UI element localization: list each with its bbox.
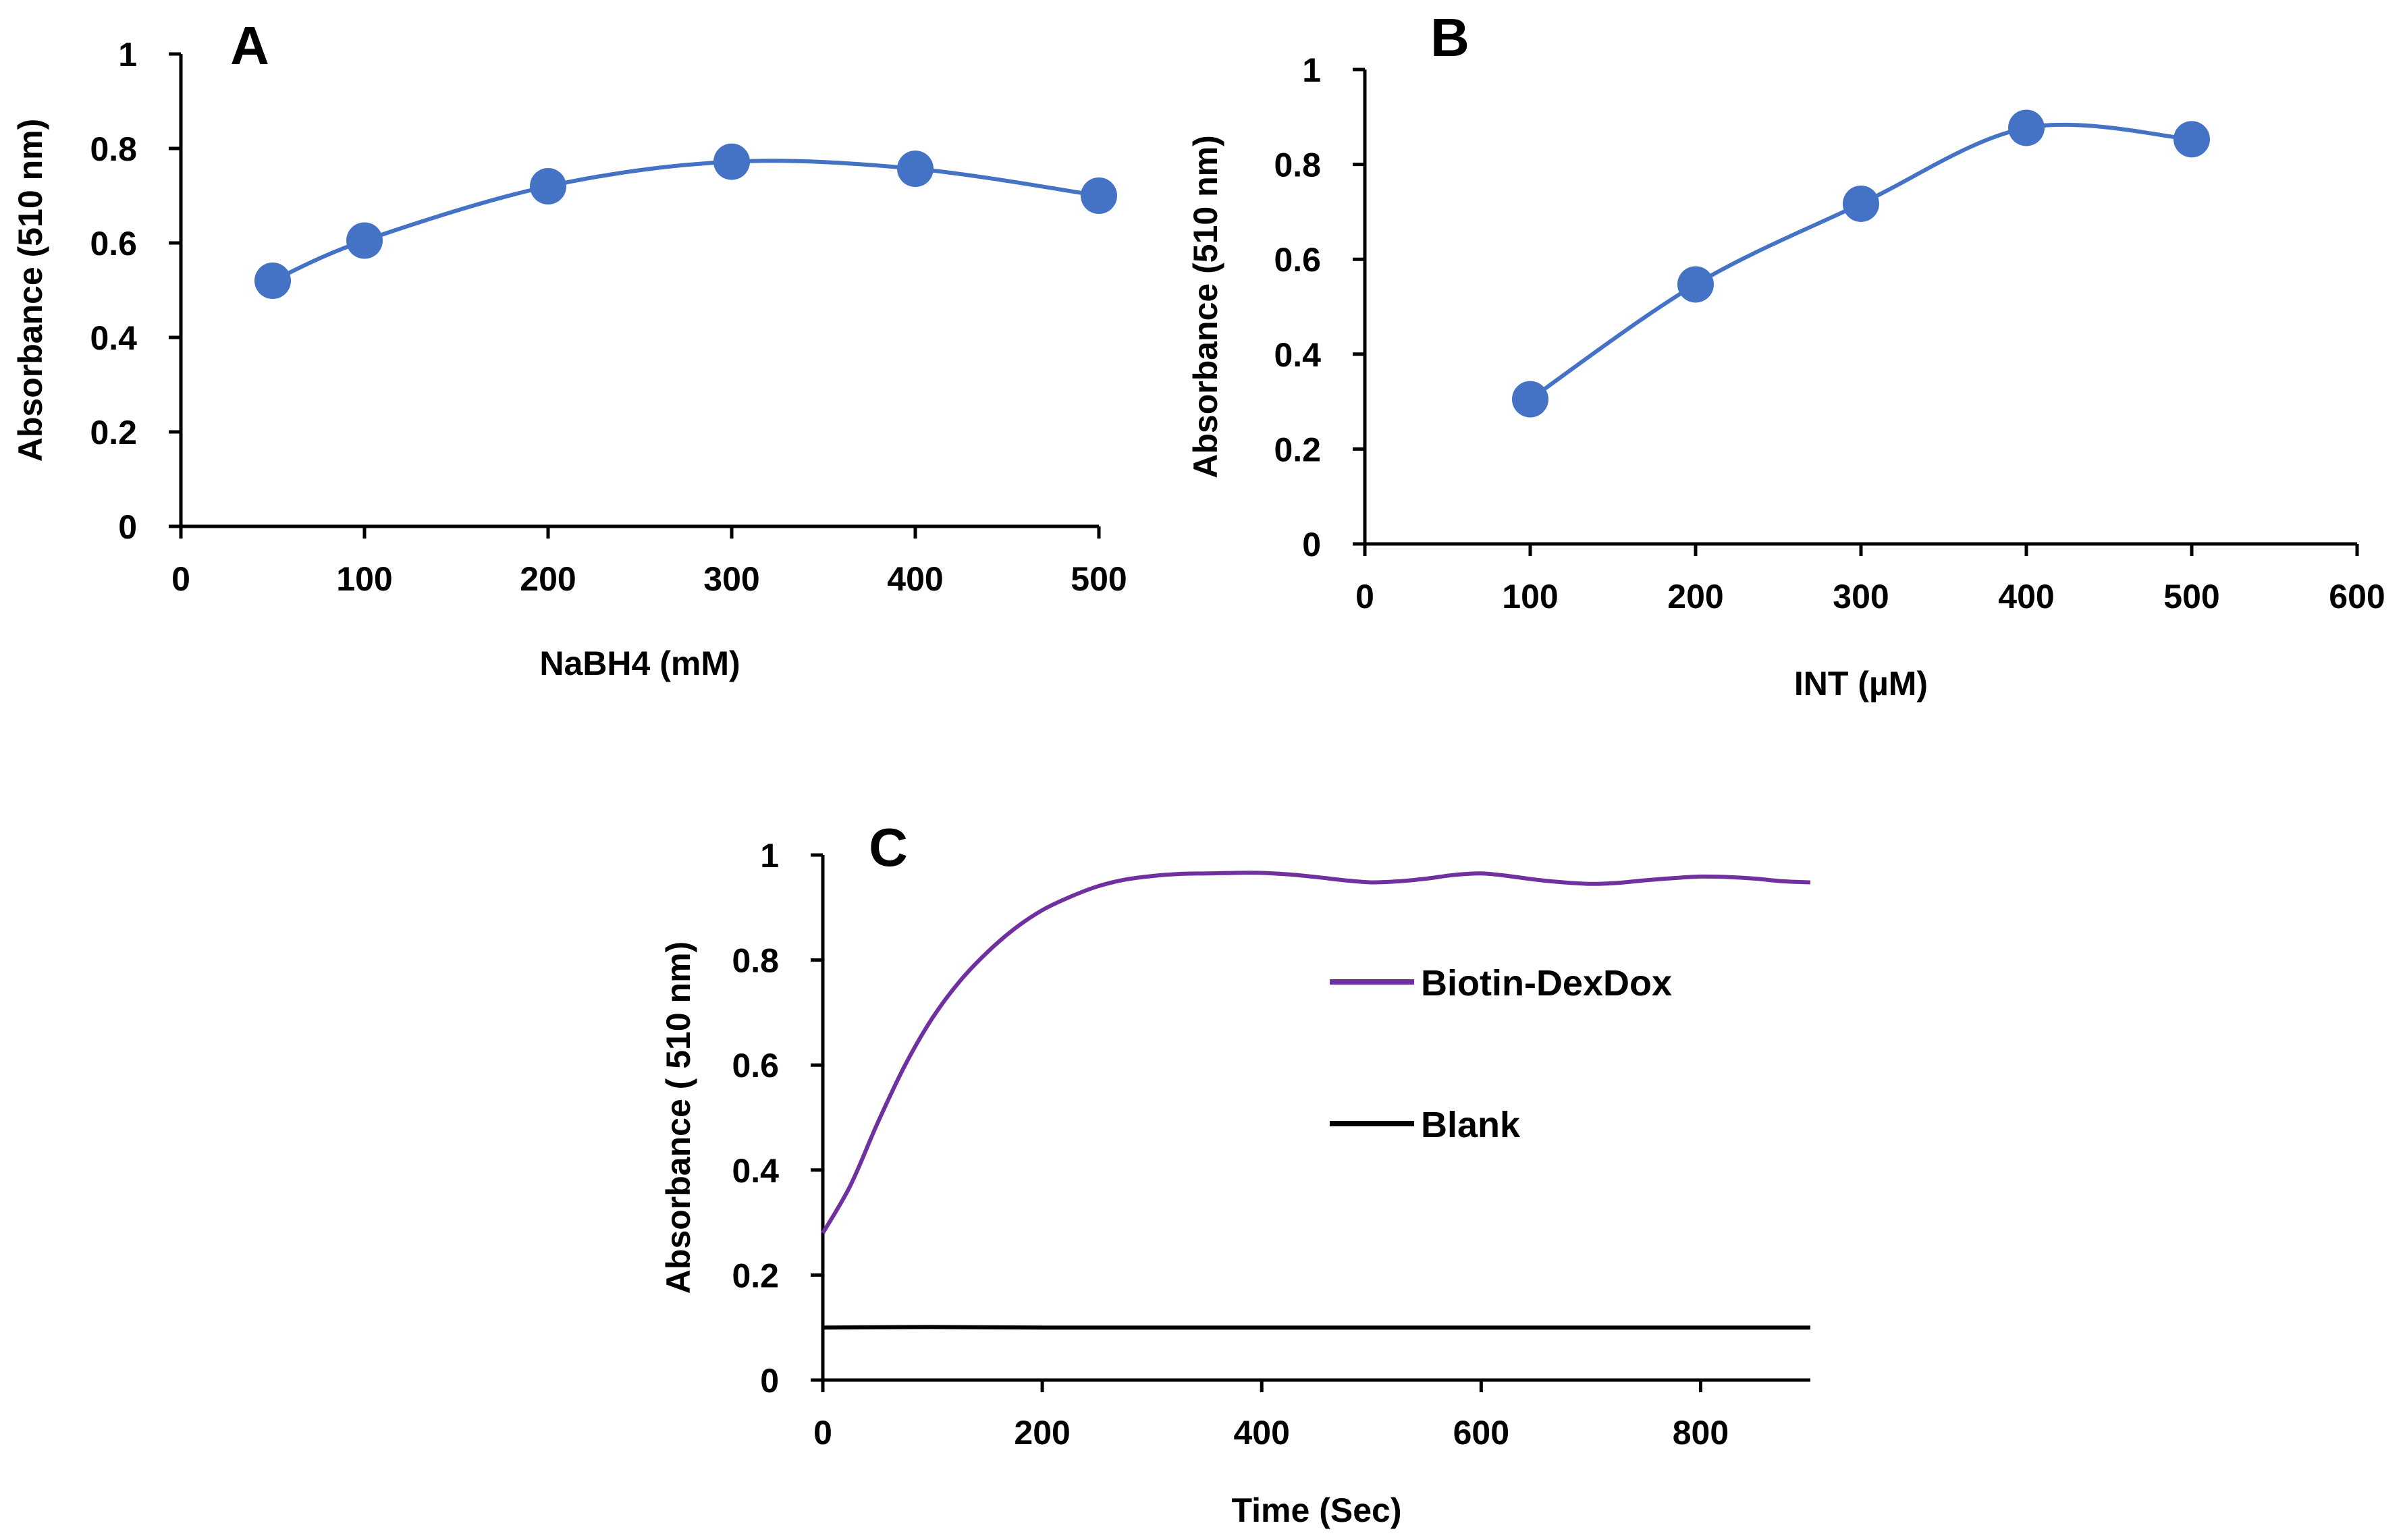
data-point [1677,266,1714,303]
x-tick-label: 300 [1833,578,1889,615]
legend-entry: Biotin-DexDox [1421,963,1672,1003]
y-tick-label: 0.6 [1274,241,1321,279]
y-tick-label: 0.4 [90,319,137,357]
x-tick-label: 500 [1071,560,1127,598]
y-tick-label: 0 [1302,526,1321,563]
y-tick-label: 0.2 [1274,431,1321,468]
x-tick-label: 200 [1014,1414,1070,1452]
y-tick-label: 1 [118,36,137,74]
x-axis-title: NaBH4 (mM) [539,644,740,682]
series-line [821,871,1811,1234]
x-tick-label: 600 [1453,1414,1509,1452]
y-axis-title: Absorbance ( 510 nm) [659,941,697,1294]
y-tick-label: 0.4 [1274,336,1321,374]
chart-panel-b: 0 0.2 0.4 0.6 0.8 1 0 100 200 300 400 500 600 INT (µM… [1187,7,2385,703]
y-tick-label: 0.6 [90,225,137,263]
y-tick-label: 0.8 [1274,146,1321,184]
y-tick-label: 1 [1302,51,1321,89]
data-point [346,222,383,259]
y-tick-label: 0.8 [90,130,137,168]
data-point [254,263,291,299]
data-point [2008,109,2045,146]
y-tick-label: 0 [118,508,137,546]
x-axis-title: INT (µM) [1794,665,1928,703]
panel-label: B [1430,7,1469,67]
x-tick-label: 100 [1502,578,1558,615]
data-point [1081,177,1117,214]
x-tick-label: 0 [813,1414,832,1452]
y-axis-title: Absorbance (510 nm) [1187,135,1224,478]
x-tick-label: 100 [336,560,392,598]
data-point [1512,381,1548,418]
y-tick-label: 0.8 [732,942,779,980]
x-tick-label: 0 [1355,578,1374,615]
x-tick-label: 0 [171,560,190,598]
panel-label: C [869,817,908,877]
y-tick-label: 0.2 [732,1257,779,1294]
x-tick-label: 500 [2163,578,2219,615]
panel-label: A [230,16,269,76]
y-tick-label: 0.4 [732,1152,779,1190]
y-axis-title: Absorbance (510 nm) [11,119,49,462]
legend-entry: Blank [1421,1105,1521,1145]
x-axis-title: Time (Sec) [1232,1491,1402,1529]
x-tick-label: 200 [520,560,576,598]
x-tick-label: 800 [1673,1414,1729,1452]
x-tick-label: 400 [1998,578,2054,615]
data-point [713,143,750,180]
y-tick-label: 0 [760,1362,779,1400]
data-point [897,150,934,188]
chart-panel-a: 0 0.2 0.4 0.6 0.8 1 0 100 200 300 400 500 NaBH4 (mM)… [11,16,1127,682]
data-point [1843,185,1879,222]
chart-panel-c: 0 0.2 0.4 0.6 0.8 1 0 200 400 600 800 Time (Sec) Abs… [659,817,1811,1529]
series-line [271,159,1100,283]
x-tick-label: 400 [887,560,943,598]
data-point [530,168,566,204]
y-tick-label: 0.6 [732,1047,779,1084]
x-tick-label: 400 [1234,1414,1290,1452]
x-tick-label: 300 [703,560,759,598]
x-tick-label: 200 [1667,578,1723,615]
series-line [1529,122,2192,402]
data-point [2174,121,2210,158]
y-tick-label: 0.2 [90,414,137,451]
y-tick-label: 1 [760,837,779,875]
x-tick-label: 600 [2329,578,2385,615]
